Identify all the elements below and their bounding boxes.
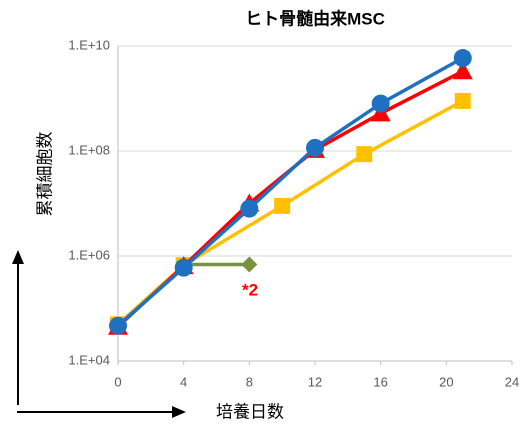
marker [174, 258, 193, 277]
marker [306, 138, 324, 157]
marker [356, 146, 373, 163]
marker [452, 61, 473, 80]
x-tick-label: 0 [114, 374, 121, 389]
x-tick-label: 16 [373, 374, 387, 389]
series-line [116, 56, 464, 328]
x-tick-label: 20 [439, 374, 453, 389]
x-tick-label: 12 [308, 374, 322, 389]
y-arrow-head [12, 250, 24, 264]
x-arrow-head [172, 406, 186, 418]
y-tick-label: 1.E+04 [68, 352, 110, 367]
y-tick-label: 1.E+10 [68, 37, 110, 52]
marker [453, 49, 472, 68]
x-axis-title: 培養日数 [216, 402, 284, 421]
marker [241, 256, 258, 273]
chart-title: ヒト骨髄由来MSC [245, 8, 385, 28]
y-tick-label: 1.E+08 [68, 142, 110, 157]
marker [274, 197, 291, 214]
series-line [116, 99, 464, 326]
x-tick-label: 8 [246, 374, 253, 389]
marker [454, 92, 471, 109]
marker [371, 94, 390, 113]
y-tick-label: 1.E+06 [68, 247, 110, 262]
x-tick-label: 4 [180, 374, 187, 389]
annotation: *2 [242, 280, 258, 299]
marker [109, 316, 127, 335]
y-axis-title: 累積細胞数 [35, 132, 54, 217]
marker [240, 199, 259, 218]
x-tick-label: 24 [505, 374, 519, 389]
